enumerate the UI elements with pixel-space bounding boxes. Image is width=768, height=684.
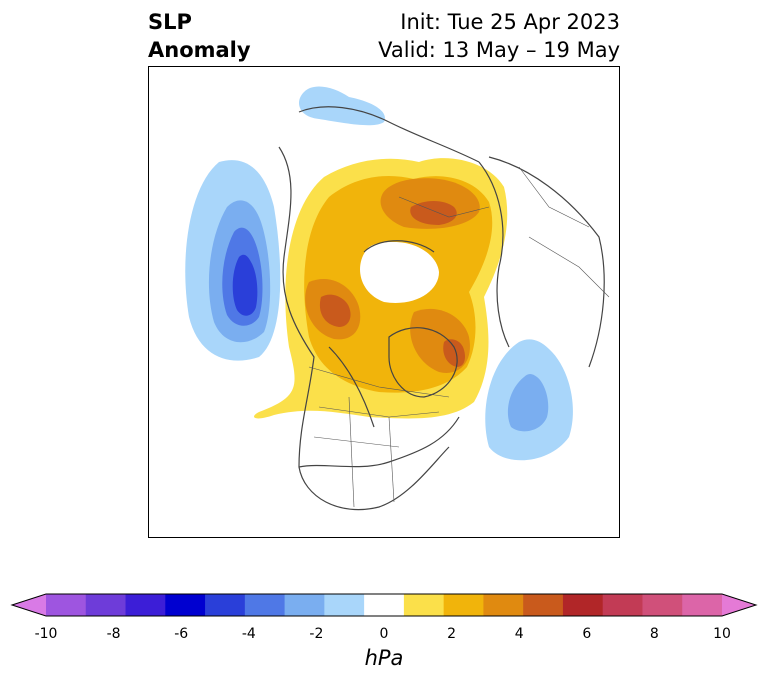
colorbar-segment [562, 594, 604, 616]
colorbar-segment [244, 594, 286, 616]
map-panel [148, 66, 620, 538]
colorbar-tick-label: -10 [34, 626, 58, 642]
positive-anomaly [254, 158, 508, 419]
valid-range: Valid: 13 May – 19 May [378, 38, 620, 62]
init-date: Init: Tue 25 Apr 2023 [400, 10, 620, 34]
colorbar-segment [46, 594, 87, 616]
colorbar-segment [205, 594, 246, 616]
colorbar-tick-label: 6 [582, 626, 592, 642]
title-line-1: SLP [148, 10, 192, 34]
colorbar-segment [483, 594, 524, 616]
colorbar-tick-label: -2 [309, 626, 324, 642]
colorbar-tick-label: -6 [174, 626, 189, 642]
colorbar [0, 580, 768, 680]
coastlines [278, 106, 605, 511]
colorbar-tick-label: 0 [379, 626, 389, 642]
colorbar-outline [10, 593, 758, 617]
colorbar-segment [602, 594, 643, 616]
colorbar-segment [523, 594, 564, 616]
colorbar-tick-label: -4 [241, 626, 256, 642]
colorbar-tick-label: 2 [447, 626, 457, 642]
negative-anomaly-north [299, 86, 385, 126]
colorbar-segment [642, 594, 683, 616]
negative-anomaly-west [185, 160, 281, 361]
borders [308, 166, 610, 508]
map-title: SLP Anomaly [148, 8, 251, 64]
colorbar-segment [443, 594, 484, 616]
colorbar-segment [324, 594, 365, 616]
anomaly-map [185, 86, 610, 511]
colorbar-units: hPa [364, 646, 404, 670]
colorbar-segment [403, 594, 445, 616]
colorbar-segment [165, 594, 206, 616]
colorbar-segment [125, 594, 166, 616]
title-line-2: Anomaly [148, 38, 251, 62]
negative-anomaly-east [485, 339, 573, 461]
colorbar-tick-label: -8 [106, 626, 121, 642]
date-info: Init: Tue 25 Apr 2023 Valid: 13 May – 19… [378, 8, 620, 64]
colorbar-tick-label: 10 [713, 626, 731, 642]
colorbar-segment [85, 594, 127, 616]
colorbar-segment [364, 594, 405, 616]
colorbar-segment [682, 594, 723, 616]
colorbar-tick-label: 4 [514, 626, 524, 642]
colorbar-extend-high [722, 594, 756, 616]
colorbar-extend-low [12, 594, 46, 616]
colorbar-graphic [10, 593, 758, 617]
colorbar-segment [284, 594, 325, 616]
colorbar-tick-label: 8 [649, 626, 659, 642]
